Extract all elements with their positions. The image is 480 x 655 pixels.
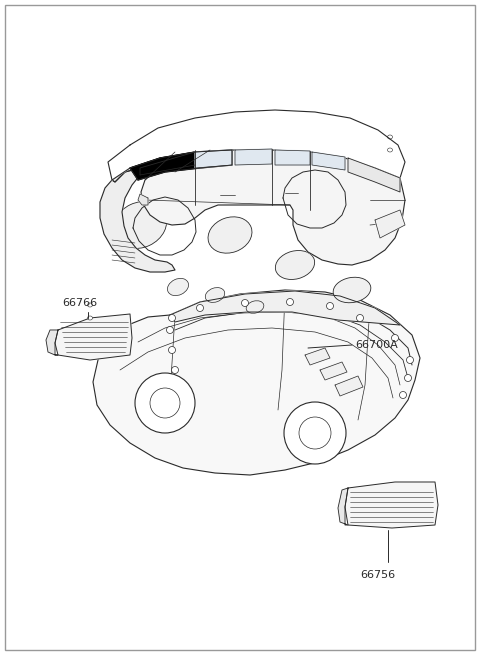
Ellipse shape	[246, 301, 264, 313]
Polygon shape	[305, 348, 330, 365]
Polygon shape	[320, 362, 347, 380]
Polygon shape	[195, 150, 232, 168]
Polygon shape	[130, 150, 232, 180]
Circle shape	[196, 305, 204, 312]
Polygon shape	[348, 158, 400, 192]
Polygon shape	[312, 152, 345, 170]
Ellipse shape	[87, 316, 93, 320]
Ellipse shape	[135, 373, 195, 433]
Polygon shape	[335, 376, 363, 396]
Ellipse shape	[387, 148, 393, 152]
Circle shape	[326, 303, 334, 310]
Polygon shape	[275, 150, 310, 165]
Circle shape	[287, 299, 293, 305]
Circle shape	[399, 392, 407, 398]
Polygon shape	[235, 149, 272, 165]
Text: 66700A: 66700A	[355, 340, 398, 350]
Polygon shape	[170, 291, 400, 325]
Circle shape	[357, 314, 363, 322]
Circle shape	[392, 335, 398, 341]
Text: 66756: 66756	[360, 570, 395, 580]
Circle shape	[407, 356, 413, 364]
Polygon shape	[112, 150, 405, 265]
Polygon shape	[138, 194, 148, 205]
Polygon shape	[55, 314, 132, 360]
Polygon shape	[100, 168, 175, 272]
Ellipse shape	[150, 388, 180, 418]
Circle shape	[171, 367, 179, 373]
Circle shape	[168, 314, 176, 322]
Ellipse shape	[208, 217, 252, 253]
Polygon shape	[338, 488, 348, 525]
Circle shape	[405, 375, 411, 381]
Polygon shape	[345, 482, 438, 528]
Polygon shape	[93, 290, 420, 475]
Circle shape	[168, 346, 176, 354]
Ellipse shape	[387, 135, 393, 139]
Circle shape	[167, 326, 173, 333]
Ellipse shape	[333, 277, 371, 303]
Text: 66766: 66766	[62, 298, 97, 308]
Ellipse shape	[87, 303, 93, 307]
Ellipse shape	[205, 288, 225, 303]
Ellipse shape	[284, 402, 346, 464]
Ellipse shape	[168, 278, 189, 295]
Circle shape	[241, 299, 249, 307]
Polygon shape	[375, 210, 405, 238]
Ellipse shape	[299, 417, 331, 449]
Polygon shape	[108, 110, 405, 180]
Ellipse shape	[276, 250, 315, 280]
Polygon shape	[46, 330, 58, 355]
Ellipse shape	[113, 202, 167, 248]
